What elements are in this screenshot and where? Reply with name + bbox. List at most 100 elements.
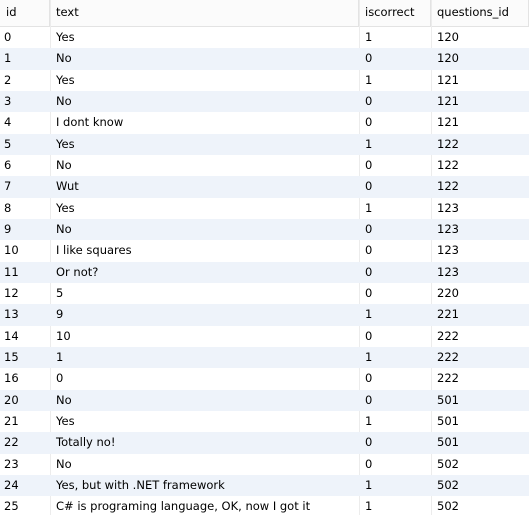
column-header-questions-id[interactable]: questions_id (431, 0, 529, 26)
cell-questions-id[interactable]: 222 (437, 349, 459, 364)
cell-iscorrect[interactable]: 0 (365, 328, 373, 343)
cell-questions-id[interactable]: 501 (437, 413, 459, 428)
table-row[interactable]: 24 Yes, but with .NET framework 1 502 (0, 474, 529, 497)
cell-id[interactable]: 14 (4, 328, 19, 343)
cell-text[interactable]: No (56, 93, 72, 108)
cell-questions-id[interactable]: 502 (437, 456, 459, 471)
table-row[interactable]: 5 Yes 1 122 (0, 133, 529, 155)
table-row[interactable]: 0 Yes 1 120 (0, 27, 529, 48)
cell-questions-id[interactable]: 121 (437, 93, 459, 108)
cell-questions-id[interactable]: 501 (437, 435, 459, 450)
cell-id[interactable]: 12 (4, 285, 19, 300)
cell-iscorrect[interactable]: 0 (365, 371, 373, 386)
cell-id[interactable]: 21 (4, 413, 19, 428)
cell-text[interactable]: No (56, 392, 72, 407)
cell-iscorrect[interactable]: 0 (365, 285, 373, 300)
cell-id[interactable]: 15 (4, 349, 19, 364)
cell-questions-id[interactable]: 222 (437, 328, 459, 343)
cell-questions-id[interactable]: 120 (437, 30, 459, 44)
table-row[interactable]: 20 No 0 501 (0, 389, 529, 411)
cell-text[interactable]: Totally no! (56, 435, 116, 450)
cell-id[interactable]: 8 (4, 200, 12, 215)
cell-text[interactable]: C# is programing language, OK, now I got… (56, 499, 311, 514)
table-row[interactable]: 4 I dont know 0 121 (0, 112, 529, 133)
cell-id[interactable]: 7 (4, 179, 12, 194)
cell-iscorrect[interactable]: 0 (365, 115, 373, 130)
cell-questions-id[interactable]: 122 (437, 179, 459, 194)
cell-iscorrect[interactable]: 1 (365, 72, 373, 87)
table-row[interactable]: 22 Totally no! 0 501 (0, 432, 529, 454)
column-header-id[interactable]: id (0, 0, 50, 26)
cell-id[interactable]: 0 (4, 30, 12, 44)
cell-id[interactable]: 6 (4, 157, 12, 172)
table-row[interactable]: 12 5 0 220 (0, 283, 529, 304)
cell-questions-id[interactable]: 501 (437, 392, 459, 407)
cell-id[interactable]: 5 (4, 136, 12, 151)
table-row[interactable]: 23 No 0 502 (0, 454, 529, 475)
table-row[interactable]: 11 Or not? 0 123 (0, 261, 529, 283)
cell-questions-id[interactable]: 220 (437, 285, 459, 300)
cell-id[interactable]: 10 (4, 243, 19, 258)
cell-iscorrect[interactable]: 1 (365, 499, 373, 514)
cell-id[interactable]: 9 (4, 221, 12, 236)
cell-iscorrect[interactable]: 1 (365, 136, 373, 151)
table-row[interactable]: 21 Yes 1 501 (0, 411, 529, 432)
cell-text[interactable]: No (56, 456, 72, 471)
cell-id[interactable]: 20 (4, 392, 19, 407)
cell-text[interactable]: 10 (56, 328, 71, 343)
cell-questions-id[interactable]: 122 (437, 157, 459, 172)
table-row[interactable]: 1 No 0 120 (0, 48, 529, 70)
cell-id[interactable]: 16 (4, 371, 19, 386)
cell-iscorrect[interactable]: 0 (365, 51, 373, 66)
cell-id[interactable]: 4 (4, 115, 12, 130)
cell-text[interactable]: No (56, 51, 72, 66)
cell-text[interactable]: I dont know (56, 115, 124, 130)
cell-iscorrect[interactable]: 1 (365, 200, 373, 215)
cell-id[interactable]: 13 (4, 307, 19, 322)
cell-text[interactable]: No (56, 221, 72, 236)
cell-text[interactable]: Yes, but with .NET framework (56, 477, 225, 492)
cell-text[interactable]: Wut (56, 179, 79, 194)
table-row[interactable]: 7 Wut 0 122 (0, 176, 529, 198)
table-row[interactable]: 2 Yes 1 121 (0, 70, 529, 91)
cell-questions-id[interactable]: 120 (437, 51, 459, 66)
cell-iscorrect[interactable]: 0 (365, 456, 373, 471)
table-row[interactable]: 6 No 0 122 (0, 155, 529, 176)
cell-text[interactable]: No (56, 157, 72, 172)
table-row[interactable]: 13 9 1 221 (0, 304, 529, 326)
cell-iscorrect[interactable]: 1 (365, 413, 373, 428)
cell-questions-id[interactable]: 123 (437, 200, 459, 215)
table-row[interactable]: 15 1 1 222 (0, 346, 529, 369)
cell-id[interactable]: 22 (4, 435, 19, 450)
table-row[interactable]: 14 10 0 222 (0, 326, 529, 347)
cell-questions-id[interactable]: 123 (437, 221, 459, 236)
table-row[interactable]: 10 I like squares 0 123 (0, 240, 529, 261)
cell-iscorrect[interactable]: 1 (365, 477, 373, 492)
cell-id[interactable]: 24 (4, 477, 19, 492)
cell-id[interactable]: 23 (4, 456, 19, 471)
table-row[interactable]: 3 No 0 121 (0, 90, 529, 113)
cell-text[interactable]: Yes (56, 72, 75, 87)
cell-questions-id[interactable]: 121 (437, 72, 459, 87)
cell-iscorrect[interactable]: 0 (365, 264, 373, 279)
cell-id[interactable]: 1 (4, 51, 12, 66)
cell-iscorrect[interactable]: 0 (365, 93, 373, 108)
cell-iscorrect[interactable]: 0 (365, 179, 373, 194)
cell-questions-id[interactable]: 121 (437, 115, 459, 130)
cell-id[interactable]: 25 (4, 499, 19, 514)
cell-iscorrect[interactable]: 0 (365, 435, 373, 450)
cell-id[interactable]: 3 (4, 93, 12, 108)
table-row[interactable]: 8 Yes 1 123 (0, 198, 529, 219)
cell-questions-id[interactable]: 502 (437, 499, 459, 514)
cell-iscorrect[interactable]: 0 (365, 243, 373, 258)
cell-iscorrect[interactable]: 1 (365, 30, 373, 44)
cell-text[interactable]: I like squares (56, 243, 132, 258)
cell-iscorrect[interactable]: 1 (365, 307, 373, 322)
table-row[interactable]: 9 No 0 123 (0, 218, 529, 241)
cell-questions-id[interactable]: 123 (437, 243, 459, 258)
cell-questions-id[interactable]: 123 (437, 264, 459, 279)
cell-iscorrect[interactable]: 0 (365, 392, 373, 407)
cell-text[interactable]: Yes (56, 413, 75, 428)
table-row[interactable]: 25 C# is programing language, OK, now I g… (0, 496, 529, 517)
